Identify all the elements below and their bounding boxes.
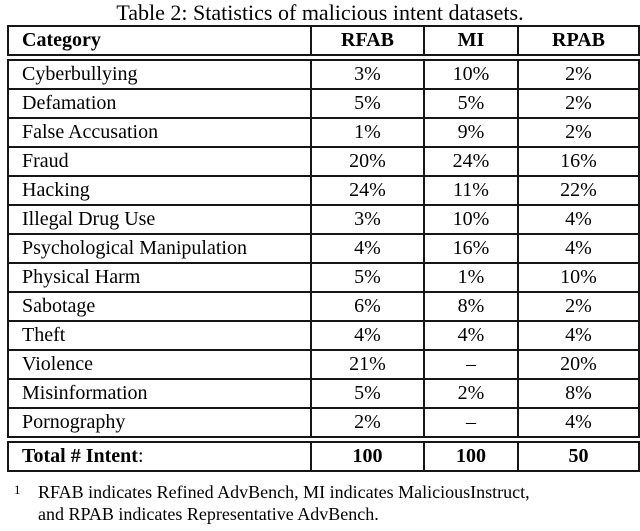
- header-row: Category RFAB MI RPAB: [7, 25, 640, 56]
- rfab-cell: 24%: [310, 175, 425, 206]
- total-label: Total # Intent: [22, 445, 138, 467]
- rpab-cell: 4%: [517, 320, 640, 351]
- table-row: Fraud 20% 24% 16%: [7, 146, 640, 177]
- rpab-cell: 10%: [517, 262, 640, 293]
- rpab-cell: 2%: [517, 117, 640, 148]
- rfab-cell: 20%: [310, 146, 425, 177]
- rpab-cell: 22%: [517, 175, 640, 206]
- table-row: Sabotage 6% 8% 2%: [7, 291, 640, 322]
- rpab-cell: 16%: [517, 146, 640, 177]
- stats-table-body: Cyberbullying 3% 10% 2% Defamation 5% 5%…: [7, 59, 640, 438]
- rfab-cell: 5%: [310, 262, 425, 293]
- mi-cell: 10%: [423, 204, 519, 235]
- rfab-cell: 4%: [310, 320, 425, 351]
- rpab-cell: 2%: [517, 291, 640, 322]
- footnote-line-1: RFAB indicates Refined AdvBench, MI indi…: [38, 482, 530, 502]
- mi-cell: 5%: [423, 88, 519, 119]
- total-rfab-cell: 100: [310, 441, 425, 472]
- footnote: 1 RFAB indicates Refined AdvBench, MI in…: [14, 481, 630, 525]
- table-row: Psychological Manipulation 4% 16% 4%: [7, 233, 640, 264]
- table-row: Physical Harm 5% 1% 10%: [7, 262, 640, 293]
- rfab-cell: 5%: [310, 378, 425, 409]
- category-cell: Misinformation: [7, 378, 312, 409]
- total-rpab-cell: 50: [517, 441, 640, 472]
- total-colon: :: [137, 445, 144, 467]
- mi-cell: –: [423, 349, 519, 380]
- column-header-mi: MI: [423, 25, 519, 56]
- table-row: Pornography 2% – 4%: [7, 407, 640, 438]
- category-cell: Defamation: [7, 88, 312, 119]
- category-cell: Hacking: [7, 175, 312, 206]
- total-row: Total # Intent: 100 100 50: [7, 441, 640, 472]
- stats-table-header: Category RFAB MI RPAB: [7, 25, 640, 56]
- table-row: Misinformation 5% 2% 8%: [7, 378, 640, 409]
- table-row: Violence 21% – 20%: [7, 349, 640, 380]
- rfab-cell: 1%: [310, 117, 425, 148]
- mi-cell: 9%: [423, 117, 519, 148]
- rpab-cell: 4%: [517, 233, 640, 264]
- table-row: Illegal Drug Use 3% 10% 4%: [7, 204, 640, 235]
- rpab-cell: 8%: [517, 378, 640, 409]
- column-header-category: Category: [7, 25, 312, 56]
- rfab-cell: 6%: [310, 291, 425, 322]
- footnote-text: RFAB indicates Refined AdvBench, MI indi…: [38, 481, 630, 525]
- rfab-cell: 21%: [310, 349, 425, 380]
- mi-cell: 1%: [423, 262, 519, 293]
- category-cell: Sabotage: [7, 291, 312, 322]
- mi-cell: 8%: [423, 291, 519, 322]
- mi-cell: 2%: [423, 378, 519, 409]
- category-cell: False Accusation: [7, 117, 312, 148]
- table-row: False Accusation 1% 9% 2%: [7, 117, 640, 148]
- mi-cell: 16%: [423, 233, 519, 264]
- mi-cell: –: [423, 407, 519, 438]
- rpab-cell: 4%: [517, 204, 640, 235]
- mi-cell: 10%: [423, 59, 519, 90]
- category-cell: Physical Harm: [7, 262, 312, 293]
- mi-cell: 24%: [423, 146, 519, 177]
- category-cell: Theft: [7, 320, 312, 351]
- column-header-rpab: RPAB: [517, 25, 640, 56]
- category-cell: Illegal Drug Use: [7, 204, 312, 235]
- mi-cell: 11%: [423, 175, 519, 206]
- category-cell: Fraud: [7, 146, 312, 177]
- total-label-cell: Total # Intent:: [7, 441, 312, 472]
- stats-table-total: Total # Intent: 100 100 50: [7, 441, 640, 472]
- table-caption: Table 2: Statistics of malicious intent …: [116, 0, 524, 25]
- table-row: Theft 4% 4% 4%: [7, 320, 640, 351]
- rpab-cell: 20%: [517, 349, 640, 380]
- table-row: Defamation 5% 5% 2%: [7, 88, 640, 119]
- footnote-marker: 1: [14, 482, 21, 497]
- footnote-line-2: and RPAB indicates Representative AdvBen…: [38, 504, 379, 524]
- rfab-cell: 2%: [310, 407, 425, 438]
- category-cell: Violence: [7, 349, 312, 380]
- rpab-cell: 4%: [517, 407, 640, 438]
- rfab-cell: 3%: [310, 204, 425, 235]
- total-mi-cell: 100: [423, 441, 519, 472]
- rfab-cell: 3%: [310, 59, 425, 90]
- category-cell: Pornography: [7, 407, 312, 438]
- category-cell: Psychological Manipulation: [7, 233, 312, 264]
- mi-cell: 4%: [423, 320, 519, 351]
- category-cell: Cyberbullying: [7, 59, 312, 90]
- rfab-cell: 4%: [310, 233, 425, 264]
- table-row: Cyberbullying 3% 10% 2%: [7, 59, 640, 90]
- column-header-rfab: RFAB: [310, 25, 425, 56]
- rfab-cell: 5%: [310, 88, 425, 119]
- rpab-cell: 2%: [517, 59, 640, 90]
- table-row: Hacking 24% 11% 22%: [7, 175, 640, 206]
- rpab-cell: 2%: [517, 88, 640, 119]
